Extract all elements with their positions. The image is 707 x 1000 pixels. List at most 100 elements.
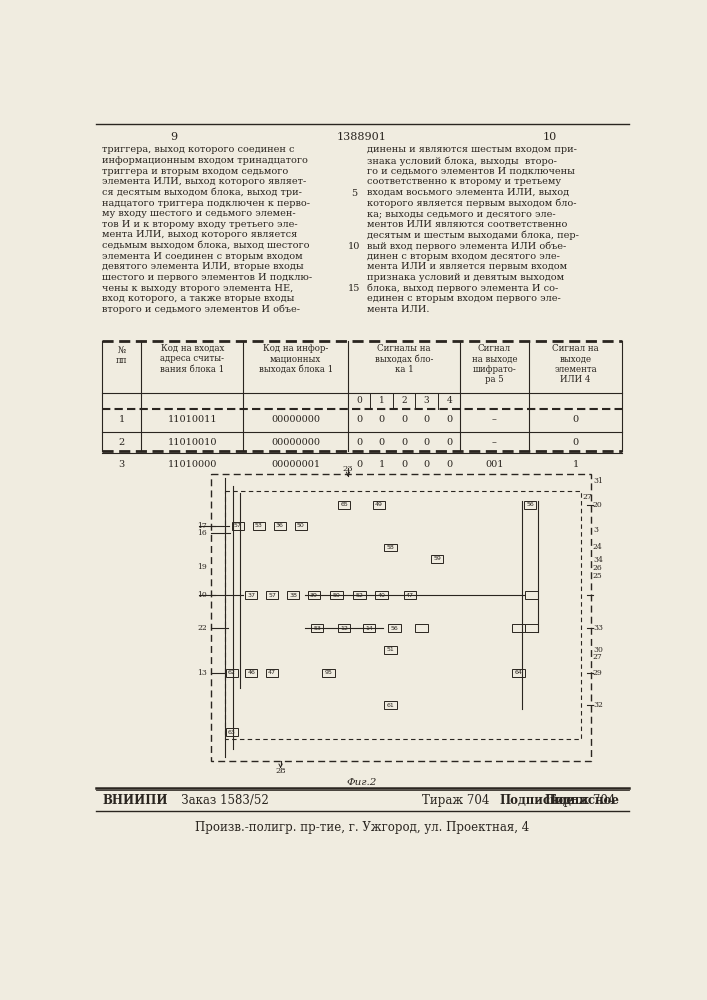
Text: Произв.-полигр. пр-тие, г. Ужгород, ул. Проектная, 4: Произв.-полигр. пр-тие, г. Ужгород, ул. … xyxy=(195,821,529,834)
Text: 11010000: 11010000 xyxy=(168,460,217,469)
Text: надцатого триггера подключен к перво-: надцатого триггера подключен к перво- xyxy=(103,199,310,208)
Text: Тираж 704: Тираж 704 xyxy=(548,794,619,807)
Text: девятого элемента ИЛИ, вторые входы: девятого элемента ИЛИ, вторые входы xyxy=(103,262,304,271)
Text: единен с вторым входом первого эле-: единен с вторым входом первого эле- xyxy=(368,294,561,303)
Text: 51: 51 xyxy=(387,647,395,652)
Text: тов И и к второму входу третьего эле-: тов И и к второму входу третьего эле- xyxy=(103,220,298,229)
Text: вход которого, а также вторые входы: вход которого, а также вторые входы xyxy=(103,294,295,303)
Text: 47: 47 xyxy=(268,670,276,675)
Text: 0: 0 xyxy=(573,415,578,424)
Bar xyxy=(513,624,525,632)
Text: мента ИЛИ, выход которого является: мента ИЛИ, выход которого является xyxy=(103,230,298,239)
Text: 64: 64 xyxy=(515,670,522,675)
Text: 31: 31 xyxy=(593,477,603,485)
Text: му входу шестого и седьмого элемен-: му входу шестого и седьмого элемен- xyxy=(103,209,296,218)
Bar xyxy=(322,669,335,677)
Text: 63: 63 xyxy=(228,730,235,735)
Text: 10: 10 xyxy=(348,242,361,251)
Text: 0: 0 xyxy=(446,415,452,424)
Text: 3: 3 xyxy=(424,396,429,405)
Text: 46: 46 xyxy=(247,670,255,675)
Text: 10: 10 xyxy=(542,132,556,142)
Text: 20: 20 xyxy=(593,501,602,509)
Text: 52: 52 xyxy=(356,593,363,598)
Text: шестого и первого элементов И подклю-: шестого и первого элементов И подклю- xyxy=(103,273,312,282)
Text: 32: 32 xyxy=(593,701,603,709)
Bar xyxy=(388,624,401,632)
Bar xyxy=(525,624,538,632)
Text: 0: 0 xyxy=(356,396,362,405)
Text: 28: 28 xyxy=(275,767,286,775)
Text: второго и седьмого элементов И объе-: второго и седьмого элементов И объе- xyxy=(103,305,300,314)
Text: ВНИИПИ: ВНИИПИ xyxy=(103,794,168,807)
Text: 17: 17 xyxy=(197,522,207,530)
Text: 56: 56 xyxy=(526,502,534,508)
Text: 19: 19 xyxy=(197,563,207,571)
Text: 1388901: 1388901 xyxy=(337,132,387,142)
Text: 9: 9 xyxy=(170,132,177,142)
Text: 26: 26 xyxy=(593,564,602,572)
Bar xyxy=(363,624,375,632)
Text: 22: 22 xyxy=(197,624,207,632)
Bar xyxy=(211,474,590,761)
Text: информационным входом тринадцатого: информационным входом тринадцатого xyxy=(103,156,308,165)
Text: 0: 0 xyxy=(446,460,452,469)
Text: 0: 0 xyxy=(401,438,407,447)
Text: 4: 4 xyxy=(446,396,452,405)
Text: 24: 24 xyxy=(593,543,602,551)
Text: Сигналы на
выходах бло-
ка 1: Сигналы на выходах бло- ка 1 xyxy=(375,344,433,374)
Bar xyxy=(404,591,416,599)
Text: 95: 95 xyxy=(325,670,332,675)
Text: 00000000: 00000000 xyxy=(271,415,320,424)
Text: знака условий блока, выходы  второ-: знака условий блока, выходы второ- xyxy=(368,156,557,166)
Text: 57: 57 xyxy=(268,593,276,598)
Text: 0: 0 xyxy=(423,438,430,447)
Text: 1: 1 xyxy=(378,460,385,469)
Text: 0: 0 xyxy=(401,460,407,469)
Text: 2: 2 xyxy=(402,396,407,405)
Text: десятым и шестым выходами блока, пер-: десятым и шестым выходами блока, пер- xyxy=(368,230,579,240)
Text: триггера и вторым входом седьмого: триггера и вторым входом седьмого xyxy=(103,167,288,176)
Bar xyxy=(330,591,343,599)
Text: 49: 49 xyxy=(375,502,383,508)
Text: 65: 65 xyxy=(340,502,348,508)
Text: 50: 50 xyxy=(297,523,305,528)
Text: 0: 0 xyxy=(356,438,362,447)
Text: 37: 37 xyxy=(247,593,255,598)
Text: 0: 0 xyxy=(423,460,430,469)
Bar xyxy=(311,624,323,632)
Text: 39: 39 xyxy=(310,593,318,598)
Text: Фиг.2: Фиг.2 xyxy=(346,778,377,787)
Text: вый вход первого элемента ИЛИ объе-: вый вход первого элемента ИЛИ объе- xyxy=(368,241,566,251)
Bar xyxy=(232,522,244,530)
Text: 47: 47 xyxy=(406,593,414,598)
Text: 61: 61 xyxy=(387,703,395,708)
Text: го и седьмого элементов И подключены: го и седьмого элементов И подключены xyxy=(368,167,575,176)
Bar xyxy=(373,501,385,509)
Bar xyxy=(338,624,351,632)
Text: 11010011: 11010011 xyxy=(168,415,217,424)
Text: Тираж 704: Тираж 704 xyxy=(421,794,493,807)
Bar xyxy=(252,522,265,530)
Text: 53: 53 xyxy=(313,626,321,631)
Text: №
пп: № пп xyxy=(116,346,127,365)
Text: 3: 3 xyxy=(119,460,125,469)
Text: 0: 0 xyxy=(573,438,578,447)
Text: Подписное: Подписное xyxy=(544,794,619,807)
Text: 50: 50 xyxy=(332,593,340,598)
Text: 27: 27 xyxy=(583,493,592,501)
Bar xyxy=(338,501,351,509)
Text: седьмым выходом блока, выход шестого: седьмым выходом блока, выход шестого xyxy=(103,241,310,250)
Text: 36: 36 xyxy=(276,523,284,528)
Bar xyxy=(308,591,320,599)
Text: динены и являются шестым входом при-: динены и являются шестым входом при- xyxy=(368,145,577,154)
Bar xyxy=(245,669,257,677)
Bar xyxy=(266,591,279,599)
Text: 15: 15 xyxy=(348,284,361,293)
Text: ка; выходы седьмого и десятого эле-: ка; выходы седьмого и десятого эле- xyxy=(368,209,556,218)
Text: 59: 59 xyxy=(433,556,441,561)
Text: Сигнал на
выходе
элемента
ИЛИ 4: Сигнал на выходе элемента ИЛИ 4 xyxy=(552,344,599,384)
Bar xyxy=(226,669,238,677)
Bar xyxy=(274,522,286,530)
Text: 10: 10 xyxy=(197,591,207,599)
